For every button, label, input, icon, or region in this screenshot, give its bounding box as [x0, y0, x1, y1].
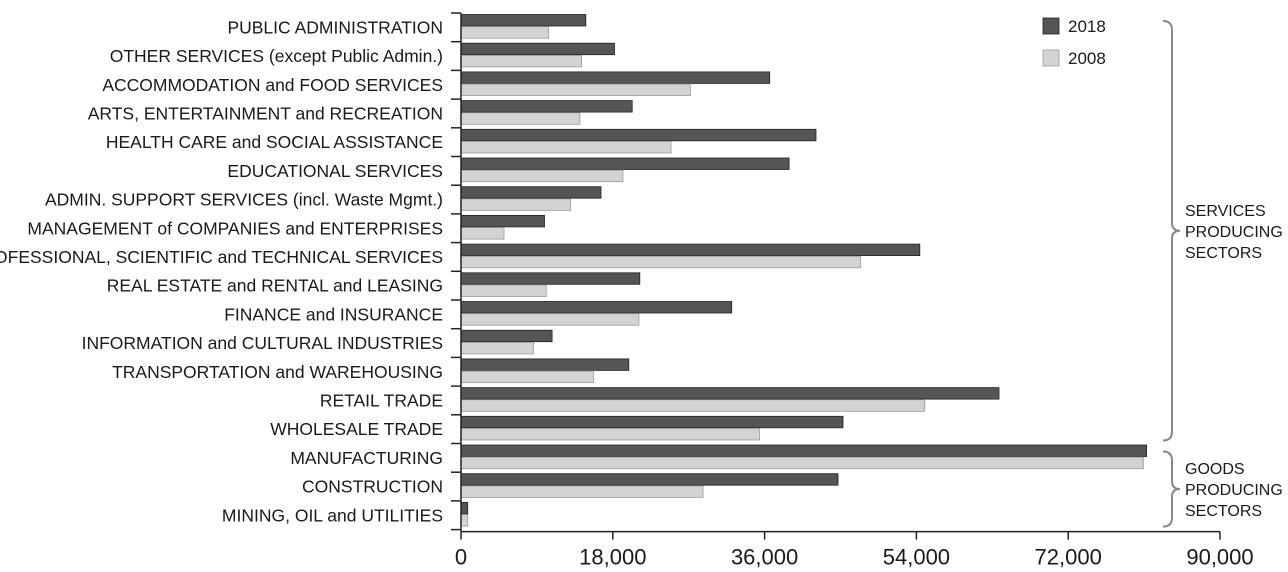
- bar-2018-17: [460, 501, 469, 515]
- bar-2018-4: [460, 128, 817, 142]
- bar-2018-0: [460, 14, 587, 27]
- group-label: GOODS: [1185, 461, 1245, 478]
- legend-swatch-2008: [1042, 49, 1060, 67]
- category-labels: PUBLIC ADMINISTRATION OTHER SERVICES (exc…: [0, 17, 443, 525]
- bar-2018-9: [460, 272, 641, 285]
- bar-2008-14: [460, 428, 760, 441]
- category-label: HEALTH CARE and SOCIAL ASSISTANCE: [106, 132, 443, 152]
- category-label: INFORMATION and CULTURAL INDUSTRIES: [82, 333, 443, 353]
- group-label: PRODUCING: [1185, 224, 1283, 241]
- bar-2018-5: [460, 157, 790, 170]
- category-label: ACCOMMODATION and FOOD SERVICES: [102, 75, 443, 95]
- legend: 2018 2008: [1042, 17, 1106, 68]
- bars-layer: [460, 14, 1147, 527]
- category-label: WHOLESALE TRADE: [270, 419, 443, 439]
- group-label: SERVICES: [1185, 203, 1266, 220]
- axes: 0 18,000 36,000 54,000 72,000 90,000: [451, 12, 1254, 570]
- x-tick-label: 36,000: [731, 545, 798, 570]
- x-tick-label: 54,000: [883, 545, 950, 570]
- bar-2018-13: [460, 387, 1000, 400]
- bar-2008-3: [460, 112, 581, 125]
- bar-2018-6: [460, 186, 602, 199]
- bar-2008-8: [460, 255, 862, 269]
- bar-2008-9: [460, 284, 547, 297]
- group-label: SECTORS: [1185, 503, 1262, 520]
- category-label: PUBLIC ADMINISTRATION: [227, 17, 443, 37]
- category-label: EDUCATIONAL SERVICES: [227, 161, 443, 181]
- x-tick-label: 90,000: [1186, 545, 1253, 570]
- x-tick-label: 72,000: [1035, 545, 1102, 570]
- category-label: ADMIN. SUPPORT SERVICES (incl. Waste Mgm…: [45, 190, 443, 210]
- group-label: PRODUCING: [1185, 482, 1283, 499]
- bar-2008-6: [460, 198, 571, 211]
- category-label: PROFESSIONAL, SCIENTIFIC and TECHNICAL S…: [0, 247, 443, 267]
- bar-2018-10: [460, 301, 733, 314]
- sector-brackets: SERVICES PRODUCING SECTORS GOODS PRODUCING SE…: [1162, 20, 1283, 528]
- category-label: FINANCE and INSURANCE: [224, 304, 443, 324]
- category-label: OTHER SERVICES (except Public Admin.): [110, 46, 443, 66]
- bar-2008-2: [460, 83, 691, 96]
- bar-2008-4: [460, 141, 672, 154]
- bar-2018-8: [460, 243, 921, 257]
- category-label: ARTS, ENTERTAINMENT and RECREATION: [88, 103, 443, 123]
- bar-2018-16: [460, 473, 839, 486]
- x-tick-label: 0: [455, 545, 467, 570]
- bar-2008-5: [460, 169, 624, 183]
- group-label: SECTORS: [1185, 245, 1262, 262]
- bar-2018-3: [460, 100, 633, 113]
- bar-2008-12: [460, 370, 594, 384]
- x-tick-label: 18,000: [579, 545, 646, 570]
- category-label: MANAGEMENT of COMPANIES and ENTERPRISES: [27, 218, 443, 238]
- bracket-0: [1162, 20, 1181, 442]
- bar-2018-2: [460, 71, 771, 84]
- bar-2008-7: [460, 227, 505, 240]
- bar-2008-0: [460, 26, 550, 39]
- category-label: RETAIL TRADE: [320, 390, 443, 410]
- category-label: MANUFACTURING: [290, 448, 443, 468]
- bar-2008-11: [460, 341, 534, 355]
- bar-2018-7: [460, 214, 545, 228]
- bar-2018-11: [460, 329, 553, 343]
- bar-2018-14: [460, 415, 844, 429]
- bar-2008-17: [460, 514, 469, 527]
- bar-2008-1: [460, 55, 582, 68]
- category-label: CONSTRUCTION: [302, 477, 443, 497]
- category-label: REAL ESTATE and RENTAL and LEASING: [107, 276, 443, 296]
- bar-2008-15: [460, 456, 1144, 470]
- legend-swatch-2018: [1042, 17, 1060, 35]
- bar-2008-16: [460, 485, 704, 498]
- bar-2018-15: [460, 444, 1147, 457]
- legend-label: 2018: [1068, 17, 1106, 36]
- bar-2018-1: [460, 42, 615, 56]
- legend-label: 2008: [1068, 49, 1106, 68]
- category-label: MINING, OIL and UTILITIES: [222, 505, 443, 525]
- bar-2008-10: [460, 313, 640, 326]
- bracket-1: [1162, 450, 1181, 528]
- bar-2018-12: [460, 358, 630, 371]
- category-label: TRANSPORTATION and WAREHOUSING: [112, 362, 443, 382]
- bar-2008-13: [460, 399, 926, 412]
